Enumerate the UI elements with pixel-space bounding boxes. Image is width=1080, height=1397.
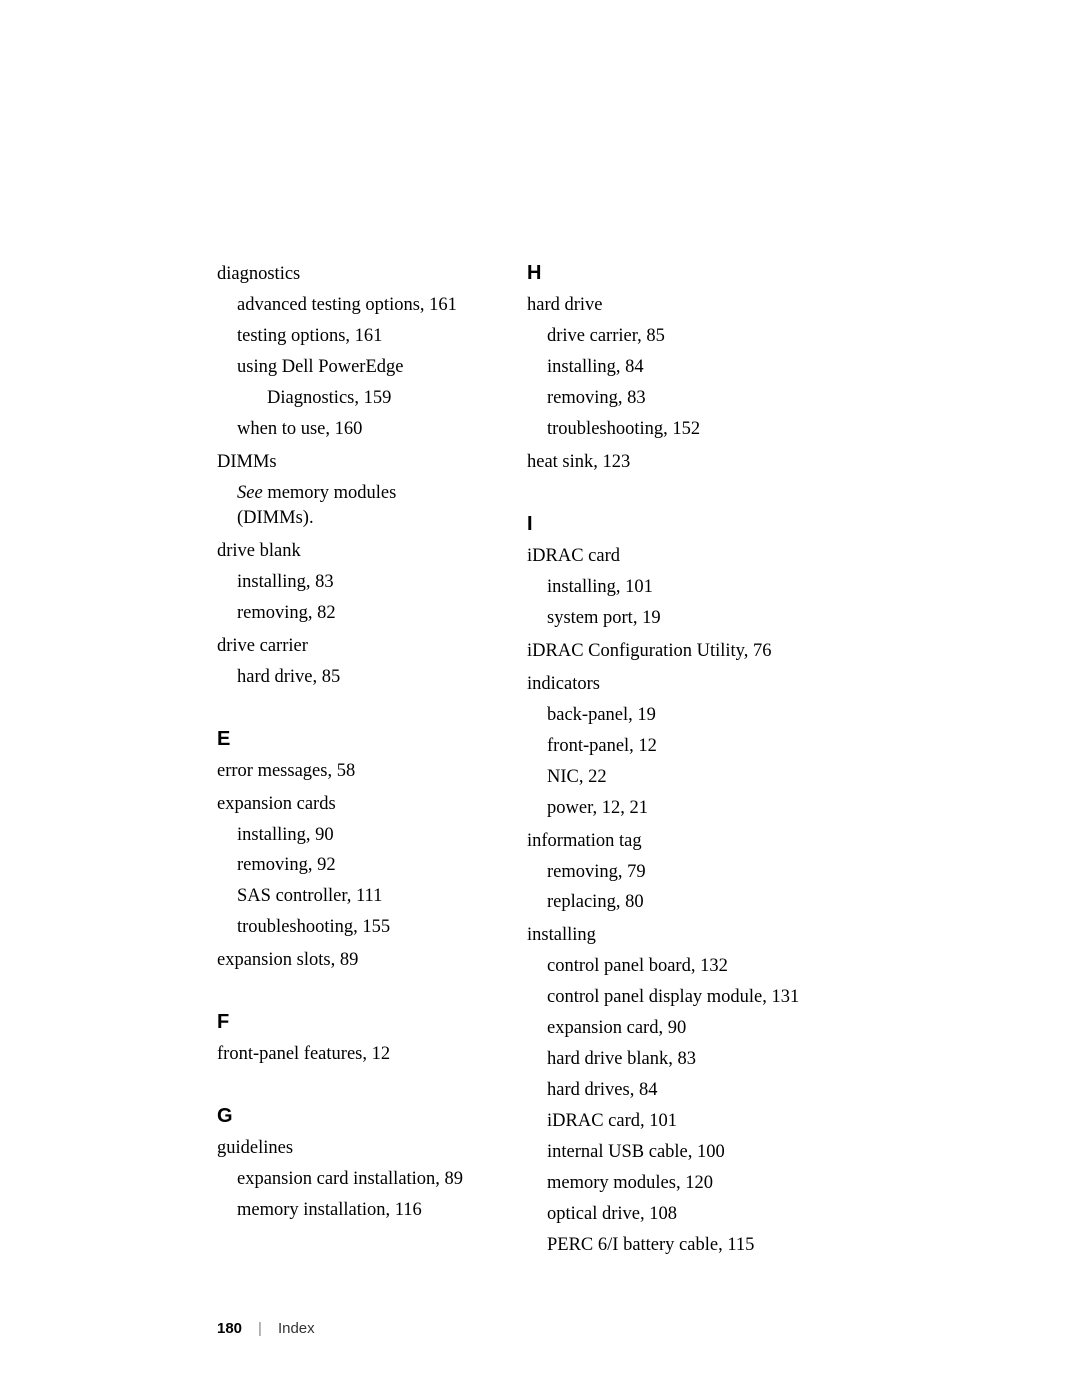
- see-prefix: See: [237, 483, 263, 503]
- entry-guidelines-memory: memory installation, 116: [217, 1198, 477, 1223]
- entry-drive-carrier: drive carrier: [217, 634, 477, 659]
- entry-installing: installing: [527, 923, 847, 948]
- entry-guidelines-expansion: expansion card installation, 89: [217, 1167, 477, 1192]
- entry-drive-blank-installing: installing, 83: [217, 570, 477, 595]
- entry-installing-hard-drive-blank: hard drive blank, 83: [527, 1047, 847, 1072]
- entry-drive-blank-removing: removing, 82: [217, 601, 477, 626]
- entry-idrac-card-system-port: system port, 19: [527, 606, 847, 631]
- entry-hard-drive-troubleshooting: troubleshooting, 152: [527, 417, 847, 442]
- entry-information-tag: information tag: [527, 829, 847, 854]
- entry-diagnostics-using-cont: Diagnostics, 159: [217, 386, 477, 411]
- index-page: diagnostics advanced testing options, 16…: [0, 0, 1080, 1264]
- entry-installing-memory-modules: memory modules, 120: [527, 1171, 847, 1196]
- footer-separator: |: [258, 1320, 262, 1337]
- entry-expansion-cards-removing: removing, 92: [217, 853, 477, 878]
- entry-guidelines: guidelines: [217, 1136, 477, 1161]
- entry-expansion-cards-sas: SAS controller, 111: [217, 884, 477, 909]
- entry-indicators-power: power, 12, 21: [527, 796, 847, 821]
- entry-drive-carrier-hard-drive: hard drive, 85: [217, 665, 477, 690]
- right-column: H hard drive drive carrier, 85 installin…: [527, 262, 847, 1264]
- section-f: F: [217, 1011, 477, 1034]
- footer-label: Index: [278, 1320, 315, 1337]
- entry-expansion-cards-troubleshooting: troubleshooting, 155: [217, 915, 477, 940]
- entry-error-messages: error messages, 58: [217, 759, 477, 784]
- entry-heat-sink: heat sink, 123: [527, 450, 847, 475]
- entry-installing-expansion-card: expansion card, 90: [527, 1016, 847, 1041]
- entry-idrac-config: iDRAC Configuration Utility, 76: [527, 639, 847, 664]
- left-column: diagnostics advanced testing options, 16…: [217, 262, 477, 1264]
- section-e: E: [217, 728, 477, 751]
- entry-expansion-cards-installing: installing, 90: [217, 823, 477, 848]
- entry-expansion-slots: expansion slots, 89: [217, 948, 477, 973]
- entry-installing-usb-cable: internal USB cable, 100: [527, 1140, 847, 1165]
- entry-diagnostics-using: using Dell PowerEdge: [217, 355, 477, 380]
- entry-hard-drive: hard drive: [527, 293, 847, 318]
- entry-hard-drive-installing: installing, 84: [527, 355, 847, 380]
- section-h: H: [527, 262, 847, 285]
- entry-front-panel: front-panel features, 12: [217, 1042, 477, 1067]
- page-number: 180: [217, 1320, 242, 1337]
- entry-installing-optical-drive: optical drive, 108: [527, 1202, 847, 1227]
- entry-dimms: DIMMs: [217, 450, 477, 475]
- entry-hard-drive-carrier: drive carrier, 85: [527, 324, 847, 349]
- entry-diagnostics: diagnostics: [217, 262, 477, 287]
- entry-diagnostics-when: when to use, 160: [217, 417, 477, 442]
- entry-indicators-back-panel: back-panel, 19: [527, 703, 847, 728]
- entry-installing-hard-drives: hard drives, 84: [527, 1078, 847, 1103]
- entry-installing-perc-battery: PERC 6/I battery cable, 115: [527, 1233, 847, 1258]
- entry-information-tag-replacing: replacing, 80: [527, 890, 847, 915]
- entry-information-tag-removing: removing, 79: [527, 860, 847, 885]
- section-g: G: [217, 1105, 477, 1128]
- entry-dimms-see: See memory modules (DIMMs).: [217, 481, 477, 531]
- page-footer: 180 | Index: [217, 1320, 315, 1337]
- entry-installing-control-panel-board: control panel board, 132: [527, 954, 847, 979]
- entry-installing-idrac-card: iDRAC card, 101: [527, 1109, 847, 1134]
- entry-indicators-nic: NIC, 22: [527, 765, 847, 790]
- entry-drive-blank: drive blank: [217, 539, 477, 564]
- entry-idrac-card-installing: installing, 101: [527, 575, 847, 600]
- entry-installing-control-panel-display: control panel display module, 131: [527, 985, 847, 1010]
- entry-idrac-card: iDRAC card: [527, 544, 847, 569]
- entry-expansion-cards: expansion cards: [217, 792, 477, 817]
- entry-diagnostics-testing: testing options, 161: [217, 324, 477, 349]
- entry-diagnostics-advanced: advanced testing options, 161: [217, 293, 477, 318]
- entry-indicators: indicators: [527, 672, 847, 697]
- entry-hard-drive-removing: removing, 83: [527, 386, 847, 411]
- section-i: I: [527, 513, 847, 536]
- entry-indicators-front-panel: front-panel, 12: [527, 734, 847, 759]
